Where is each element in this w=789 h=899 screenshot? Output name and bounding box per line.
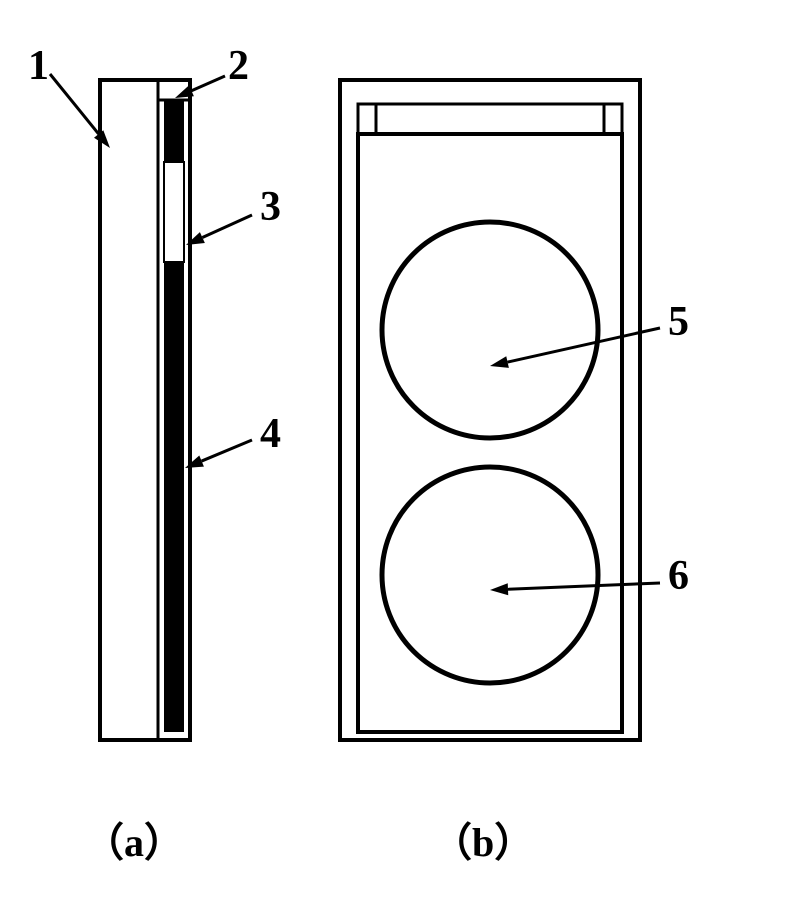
arrow-line-a1 xyxy=(50,74,99,134)
arrow-line-a4 xyxy=(202,440,252,461)
arrow-head-a3 xyxy=(186,232,205,245)
label-3: 3 xyxy=(260,183,281,231)
label-5: 5 xyxy=(668,298,689,346)
label-6: 6 xyxy=(668,552,689,600)
arrow-head-a2 xyxy=(175,85,194,98)
arrow-line-a2 xyxy=(191,76,225,91)
label-1: 1 xyxy=(28,42,49,90)
arrow-line-a6 xyxy=(508,583,660,589)
arrow-head-a6 xyxy=(490,583,508,595)
diagram-canvas: 1 2 3 4 5 6 （a） （b） xyxy=(0,0,789,899)
arrow-line-a3 xyxy=(202,215,252,238)
arrow-line-a5 xyxy=(508,328,660,362)
arrow-head-a5 xyxy=(490,356,509,368)
label-4: 4 xyxy=(260,410,281,458)
label-2: 2 xyxy=(228,42,249,90)
caption-b: （b） xyxy=(432,810,534,868)
caption-a: （a） xyxy=(84,810,184,868)
arrows-layer xyxy=(0,0,789,899)
arrow-head-a4 xyxy=(185,456,204,468)
